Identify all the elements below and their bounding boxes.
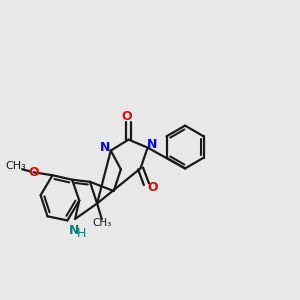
Text: N: N [100, 140, 110, 154]
Text: O: O [122, 110, 132, 123]
Text: N: N [69, 224, 80, 237]
Text: N: N [147, 138, 157, 151]
Text: CH₃: CH₃ [92, 218, 112, 228]
Text: H: H [77, 227, 86, 240]
Text: O: O [28, 166, 39, 179]
Text: CH₃: CH₃ [6, 161, 27, 171]
Text: O: O [147, 181, 158, 194]
